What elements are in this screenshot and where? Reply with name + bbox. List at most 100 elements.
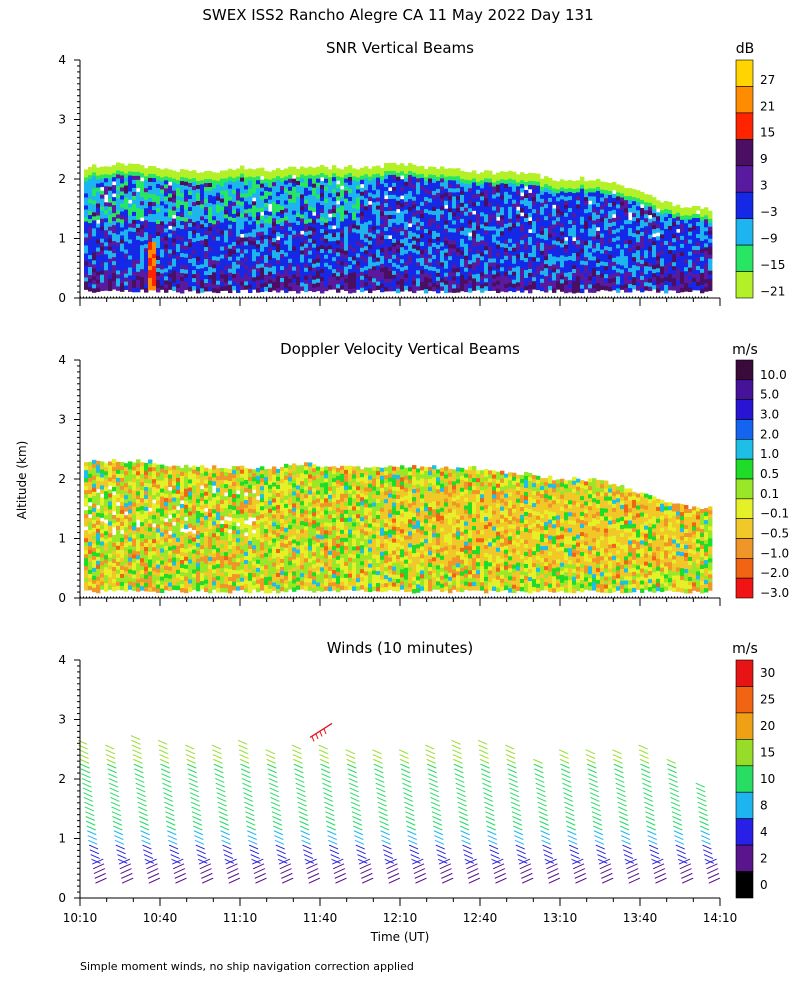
wind-barb <box>613 758 623 764</box>
wind-barb <box>110 796 120 802</box>
wind-barb <box>158 744 168 750</box>
wind-barb <box>479 754 489 760</box>
wind-barb <box>291 744 302 750</box>
wind-barb <box>509 792 520 798</box>
wind-barb <box>384 858 395 864</box>
wind-barb <box>201 877 214 884</box>
wind-barb <box>673 830 684 836</box>
y-tick-label: 1 <box>58 532 66 546</box>
y-tick-label: 4 <box>58 353 66 367</box>
x-tick-label: 12:40 <box>463 911 498 925</box>
wind-barb <box>87 835 97 840</box>
colorbar-swatch <box>735 458 754 480</box>
colorbar-swatch <box>735 558 754 579</box>
wind-barb <box>189 787 199 793</box>
wind-barb <box>539 820 549 826</box>
wind-barb <box>267 773 278 779</box>
wind-barb <box>618 811 628 817</box>
wind-barb <box>672 816 682 821</box>
wind-barb <box>248 839 258 845</box>
wind-barb <box>249 849 260 855</box>
wind-barb <box>703 854 714 860</box>
wind-barb <box>245 816 255 821</box>
wind-barb <box>327 835 337 840</box>
wind-barb <box>173 868 186 875</box>
colorbar-swatch <box>735 818 754 846</box>
wind-barb <box>329 849 340 855</box>
wind-barb <box>489 849 500 855</box>
colorbar-swatch <box>735 86 754 114</box>
wind-barb <box>542 844 552 850</box>
wind-barb <box>461 839 471 845</box>
wind-barb <box>357 854 367 860</box>
wind-barb <box>647 830 657 836</box>
wind-barb <box>477 739 488 745</box>
colorbar-swatch <box>735 518 754 539</box>
wind-barb <box>114 835 124 840</box>
wind-barb <box>483 792 493 798</box>
wind-barb <box>378 811 388 817</box>
wind-barb <box>87 830 97 836</box>
wind-barb <box>79 758 90 764</box>
wind-barb <box>107 768 117 774</box>
wind-barb <box>467 872 480 879</box>
wind-profile <box>558 749 587 884</box>
wind-barb <box>431 811 442 817</box>
wind-barb <box>148 877 161 884</box>
wind-barb <box>591 811 602 817</box>
wind-barb <box>677 854 687 860</box>
wind-barb <box>299 825 310 831</box>
wind-profile <box>425 744 454 884</box>
colorbar-label: 2.0 <box>760 427 779 441</box>
doppler-heatmap <box>80 458 713 598</box>
doppler-panel-title: Doppler Velocity Vertical Beams <box>280 340 520 358</box>
wind-barb <box>673 825 683 831</box>
wind-barb <box>484 801 494 807</box>
wind-barb <box>506 754 516 760</box>
wind-barb <box>426 758 436 764</box>
wind-barb <box>652 863 665 870</box>
wind-barb <box>112 816 122 821</box>
outlier-barb-flag <box>323 728 327 735</box>
wind-barb <box>383 854 394 860</box>
wind-barb <box>106 758 116 764</box>
wind-barb <box>592 816 602 821</box>
wind-barb <box>116 849 126 855</box>
wind-barb <box>330 854 340 860</box>
wind-barb <box>593 825 603 831</box>
wind-barb <box>412 863 425 870</box>
wind-barb <box>136 787 146 793</box>
colorbar-swatch <box>735 791 754 819</box>
wind-barb <box>439 863 451 870</box>
wind-barb <box>83 796 94 802</box>
wind-barb <box>408 839 418 845</box>
wind-barb <box>190 801 201 807</box>
wind-barb <box>113 825 123 831</box>
wind-barb <box>382 844 392 850</box>
wind-barb <box>536 792 546 798</box>
wind-barb <box>703 849 713 855</box>
wind-barb <box>508 777 518 783</box>
wind-barb <box>513 830 524 836</box>
winds-panel: Winds (10 minutes) m/s 0 1 2 3 4 10:10 10:40 11… <box>58 639 775 925</box>
wind-barb <box>701 839 711 845</box>
wind-barb <box>201 872 213 879</box>
wind-barb <box>120 868 132 875</box>
wind-barb <box>321 773 331 779</box>
wind-barb <box>387 868 399 875</box>
wind-barb <box>169 849 180 855</box>
wind-barb <box>399 754 409 760</box>
wind-barb <box>452 754 463 760</box>
wind-barb <box>569 849 580 855</box>
wind-barb <box>702 844 712 850</box>
wind-barb <box>597 858 608 864</box>
wind-barb <box>484 806 495 812</box>
wind-barb <box>646 820 656 826</box>
wind-barb <box>454 773 464 779</box>
wind-barb <box>697 801 707 807</box>
wind-barb <box>430 796 440 802</box>
y-tick-label: 0 <box>58 291 66 305</box>
wind-barb <box>511 811 522 817</box>
colorbar-swatch <box>735 399 754 420</box>
wind-barb <box>175 877 187 884</box>
